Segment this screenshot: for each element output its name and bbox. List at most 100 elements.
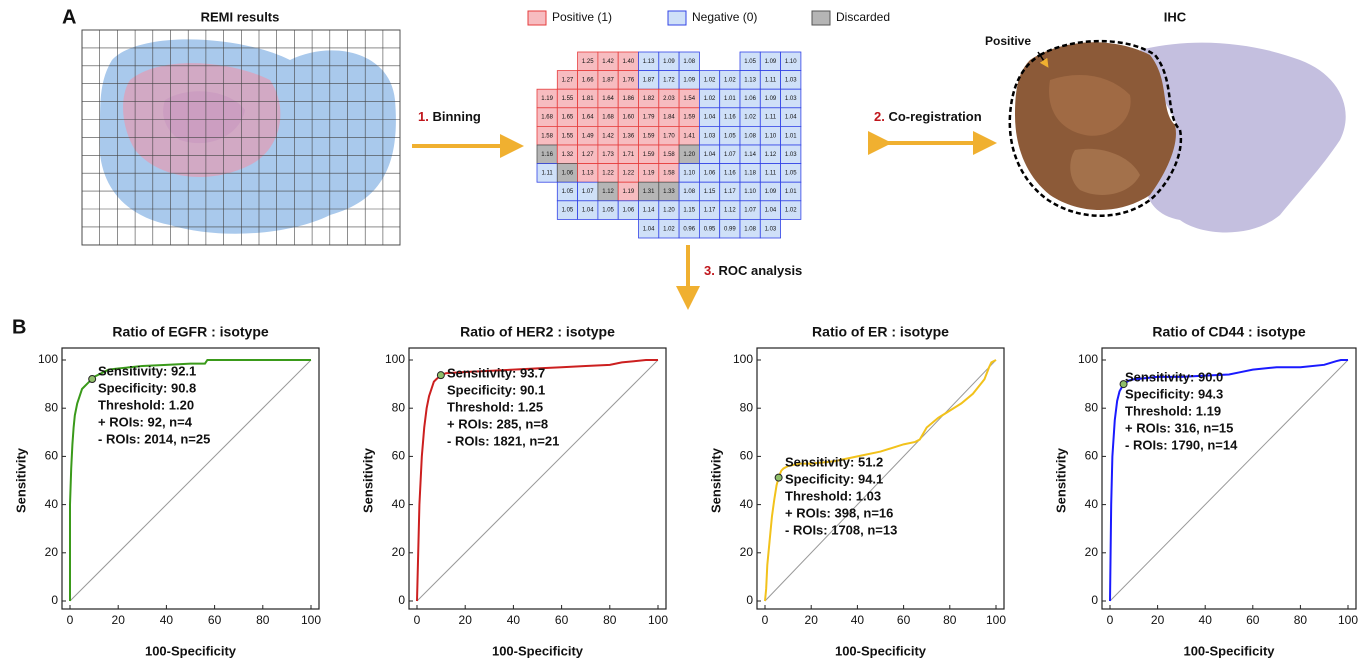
cell-value: 1.58 <box>663 152 675 158</box>
cell-value: 1.07 <box>582 189 594 195</box>
x-tick-label: 40 <box>507 613 521 627</box>
cell-value: 1.31 <box>643 189 655 195</box>
annotation: Sensitivity: 92.1 <box>98 363 196 378</box>
y-tick-label: 80 <box>740 400 754 414</box>
cell-value: 1.11 <box>765 115 777 121</box>
cell-value: 1.10 <box>765 133 777 139</box>
x-tick-label: 40 <box>1199 613 1213 627</box>
cell-value: 1.14 <box>744 152 756 158</box>
step-text: ROC analysis <box>718 263 802 278</box>
cell-value: 1.04 <box>582 208 594 214</box>
operating-point <box>89 376 96 383</box>
cell-value: 1.07 <box>744 208 756 214</box>
x-tick-label: 100 <box>648 613 668 627</box>
cell-value: 1.01 <box>724 96 736 102</box>
legend-label: Positive (1) <box>552 10 612 24</box>
cell-value: 1.05 <box>562 208 574 214</box>
cell-value: 1.86 <box>623 96 635 102</box>
x-tick-label: 60 <box>555 613 569 627</box>
y-tick-label: 60 <box>1085 449 1099 463</box>
chart-title: Ratio of EGFR : isotype <box>112 324 269 340</box>
reference-line <box>70 360 311 601</box>
cell-value: 1.84 <box>663 115 675 121</box>
annotation: Specificity: 90.1 <box>447 382 545 397</box>
cell-value: 1.16 <box>724 170 736 176</box>
cell-value: 1.09 <box>683 77 695 83</box>
cell-value: 1.05 <box>785 170 797 176</box>
cell-value: 1.55 <box>562 96 574 102</box>
x-tick-label: 20 <box>112 613 126 627</box>
step-number: 3. <box>704 263 715 278</box>
cell-value: 1.04 <box>765 208 777 214</box>
ihc-image <box>1010 41 1346 232</box>
cell-value: 1.02 <box>785 208 797 214</box>
image-title: IHC <box>1164 9 1187 24</box>
cell-value: 1.08 <box>683 189 695 195</box>
cell-value: 1.16 <box>541 152 553 158</box>
cell-value: 1.81 <box>582 96 594 102</box>
x-axis-label: 100-Specificity <box>492 643 584 658</box>
annotation: Threshold: 1.20 <box>98 397 194 412</box>
cell-value: 1.64 <box>582 115 594 121</box>
cell-value: 1.05 <box>562 189 574 195</box>
y-tick-label: 40 <box>740 497 754 511</box>
x-axis-label: 100-Specificity <box>145 643 237 658</box>
cell-value: 1.01 <box>785 189 797 195</box>
cell-value: 1.09 <box>765 59 777 65</box>
cell-value: 1.07 <box>724 152 736 158</box>
x-tick-label: 100 <box>1338 613 1358 627</box>
cell-value: 1.76 <box>623 77 635 83</box>
annotation: Specificity: 90.8 <box>98 380 196 395</box>
y-tick-label: 20 <box>392 545 406 559</box>
cell-value: 1.13 <box>744 77 756 83</box>
cell-value: 1.16 <box>724 115 736 121</box>
panel-label: B <box>12 316 26 338</box>
y-tick-label: 20 <box>1085 545 1099 559</box>
legend-label: Negative (0) <box>692 10 757 24</box>
x-tick-label: 40 <box>160 613 174 627</box>
x-tick-label: 20 <box>805 613 819 627</box>
cell-value: 1.10 <box>744 189 756 195</box>
cell-value: 1.18 <box>744 170 756 176</box>
cell-value: 1.58 <box>541 133 553 139</box>
step-text: Binning <box>432 109 480 124</box>
image-annotation: Positive <box>985 34 1031 48</box>
cell-value: 1.12 <box>765 152 777 158</box>
cell-value: 1.41 <box>683 133 695 139</box>
cell-value: 1.04 <box>643 226 655 232</box>
annotation: - ROIs: 1708, n=13 <box>785 522 897 537</box>
y-tick-label: 0 <box>398 593 405 607</box>
cell-value: 1.64 <box>602 96 614 102</box>
cell-value: 0.99 <box>724 226 736 232</box>
cell-value: 1.02 <box>663 226 675 232</box>
cell-value: 1.08 <box>744 133 756 139</box>
cell-value: 1.15 <box>683 208 695 214</box>
x-tick-label: 80 <box>1294 613 1308 627</box>
cell-value: 1.03 <box>785 152 797 158</box>
cell-value: 1.71 <box>623 152 635 158</box>
cell-value: 1.20 <box>683 152 695 158</box>
cell-value: 1.06 <box>744 96 756 102</box>
annotation: Threshold: 1.25 <box>447 399 543 414</box>
x-tick-label: 80 <box>256 613 270 627</box>
cell-value: 1.11 <box>542 170 554 176</box>
x-tick-label: 100 <box>301 613 321 627</box>
figure: A B REMI results IHC Positive 1. Binning… <box>0 0 1368 664</box>
cell-value: 1.59 <box>643 133 655 139</box>
cell-value: 1.05 <box>724 133 736 139</box>
x-tick-label: 80 <box>943 613 957 627</box>
cell-value: 1.27 <box>582 152 594 158</box>
annotation: + ROIs: 92, n=4 <box>98 414 193 429</box>
y-axis-label: Sensitivity <box>360 447 375 513</box>
step-number: 2. <box>874 109 885 124</box>
cell-value: 1.87 <box>602 77 614 83</box>
cell-value: 0.96 <box>683 226 695 232</box>
y-tick-label: 60 <box>740 449 754 463</box>
annotation: Sensitivity: 93.7 <box>447 365 545 380</box>
cell-value: 1.19 <box>643 170 655 176</box>
cell-value: 1.22 <box>623 170 635 176</box>
step-number: 1. <box>418 109 429 124</box>
cell-value: 1.04 <box>704 152 716 158</box>
cell-value: 1.13 <box>582 170 594 176</box>
y-tick-label: 60 <box>392 449 406 463</box>
